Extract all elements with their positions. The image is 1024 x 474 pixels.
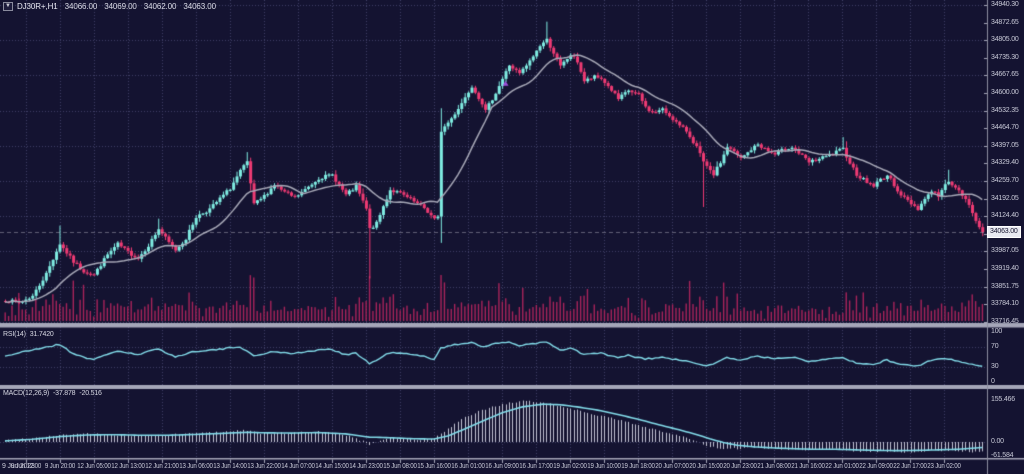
macd-main-value: -37.878 [53, 390, 76, 397]
low-value: 34062.00 [143, 2, 177, 11]
symbol-period-label: DJ30R+,H1 [16, 2, 58, 11]
objects-dropdown-icon[interactable]: ▼ [3, 2, 13, 11]
macd-signal-value: -20.516 [79, 390, 102, 397]
rsi-indicator-label: RSI(14) 31.7420 [3, 331, 58, 338]
high-value: 34069.00 [104, 2, 137, 11]
macd-name: MACD(12,26,9) [3, 390, 50, 397]
rsi-value: 31.7420 [29, 331, 54, 338]
macd-indicator-label: MACD(12,26,9) -37.878 -20.516 [3, 390, 106, 397]
open-value: 34066.00 [64, 2, 98, 11]
rsi-name: RSI(14) [3, 331, 26, 338]
chart-title: ▼ DJ30R+,H1 34066.00 34069.00 34062.00 3… [3, 2, 216, 11]
close-value: 34063.00 [183, 2, 216, 11]
current-price-tag: 34063.00 [987, 226, 1021, 238]
